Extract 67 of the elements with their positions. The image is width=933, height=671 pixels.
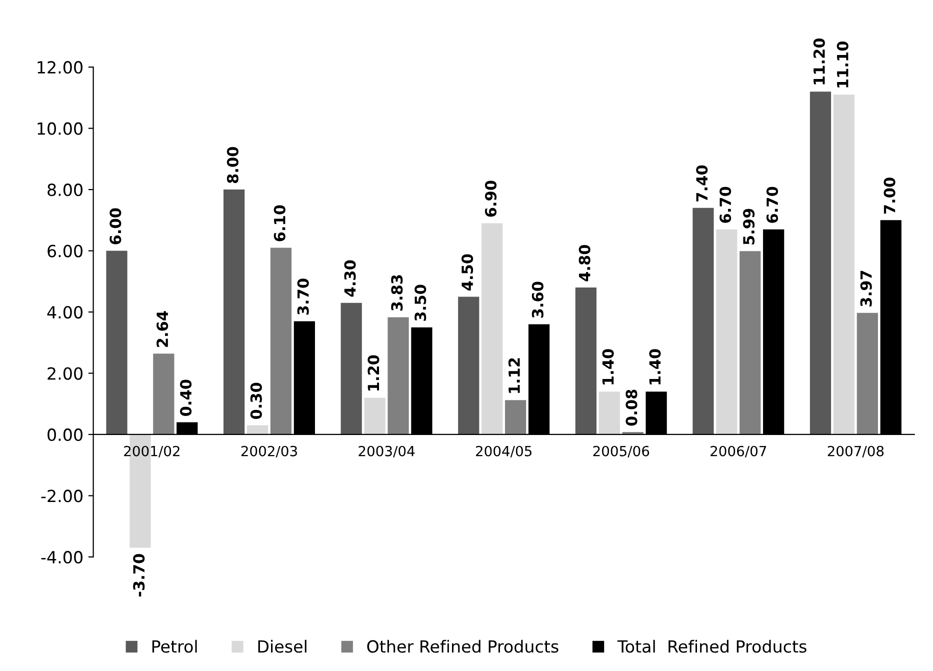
bar (340, 302, 362, 434)
data-label: 4.80 (578, 245, 590, 282)
bar (575, 288, 596, 434)
data-label: 3.70 (297, 278, 309, 315)
data-label: -3.70 (133, 554, 145, 597)
bar (692, 208, 714, 434)
bar (740, 251, 761, 434)
data-label: 2.64 (156, 311, 168, 347)
y-tick-label: 0.00 (48, 428, 82, 442)
x-tick-label: 2005/06 (593, 446, 650, 458)
x-tick-label: 2006/07 (710, 446, 766, 458)
x-tick-label: 2004/05 (476, 446, 532, 458)
bar (223, 190, 245, 434)
bar (458, 296, 480, 434)
data-label: 3.50 (414, 284, 426, 321)
data-label: 1.20 (368, 355, 380, 390)
data-label: 6.70 (720, 186, 732, 223)
bar (388, 317, 409, 434)
data-label: 3.97 (860, 270, 872, 306)
bar (504, 400, 526, 434)
bar (106, 250, 128, 434)
data-label: 8.00 (226, 147, 238, 184)
y-tick-label: 6.00 (48, 244, 82, 258)
data-label: 7.40 (696, 165, 708, 202)
y-tick-label: 12.00 (38, 61, 82, 74)
x-tick-label: 2007/08 (828, 446, 884, 458)
data-label: 3.83 (391, 275, 403, 311)
y-tick-label: 2.00 (48, 367, 82, 380)
bar (364, 398, 386, 434)
data-label: 0.08 (626, 390, 638, 426)
legend-label: Other Refined Products (367, 640, 558, 653)
bar (246, 425, 268, 434)
bar (833, 94, 855, 434)
y-tick-label: 8.00 (48, 184, 82, 196)
y-tick-label: -4.00 (41, 550, 82, 564)
data-label: 1.40 (649, 349, 661, 384)
bar (716, 229, 738, 434)
bar (482, 223, 503, 434)
data-label: 4.30 (344, 260, 356, 297)
y-tick-label: 4.00 (47, 306, 82, 319)
data-label: 11.20 (813, 38, 825, 84)
legend-label: Petrol (152, 640, 197, 653)
data-label: 6.70 (766, 186, 778, 223)
data-label: 5.99 (743, 208, 755, 244)
data-label: 3.60 (532, 282, 544, 318)
bar (598, 392, 620, 434)
legend-label: Total Refined Products (617, 640, 806, 653)
y-tick-label: -2.00 (41, 490, 82, 502)
y-tick-label: 10.00 (38, 122, 82, 135)
data-label: 4.50 (462, 254, 474, 290)
data-label: 1.40 (602, 349, 614, 384)
data-label: 7.00 (884, 178, 896, 214)
data-label: 6.90 (484, 180, 497, 217)
data-label: 0.30 (250, 382, 262, 419)
data-label: 6.00 (110, 208, 122, 244)
x-tick-label: 2001/02 (124, 446, 180, 458)
x-tick-label: 2002/03 (241, 446, 297, 458)
bar (270, 248, 292, 434)
bar (153, 354, 174, 434)
x-tick-label: 2003/04 (358, 446, 415, 458)
legend-label: Diesel (258, 640, 306, 653)
data-label: 11.10 (836, 42, 848, 88)
data-label: 6.10 (274, 205, 286, 242)
bar (810, 92, 832, 434)
data-label: 1.12 (508, 358, 520, 393)
data-label: 0.40 (180, 380, 192, 416)
bar (856, 312, 878, 434)
